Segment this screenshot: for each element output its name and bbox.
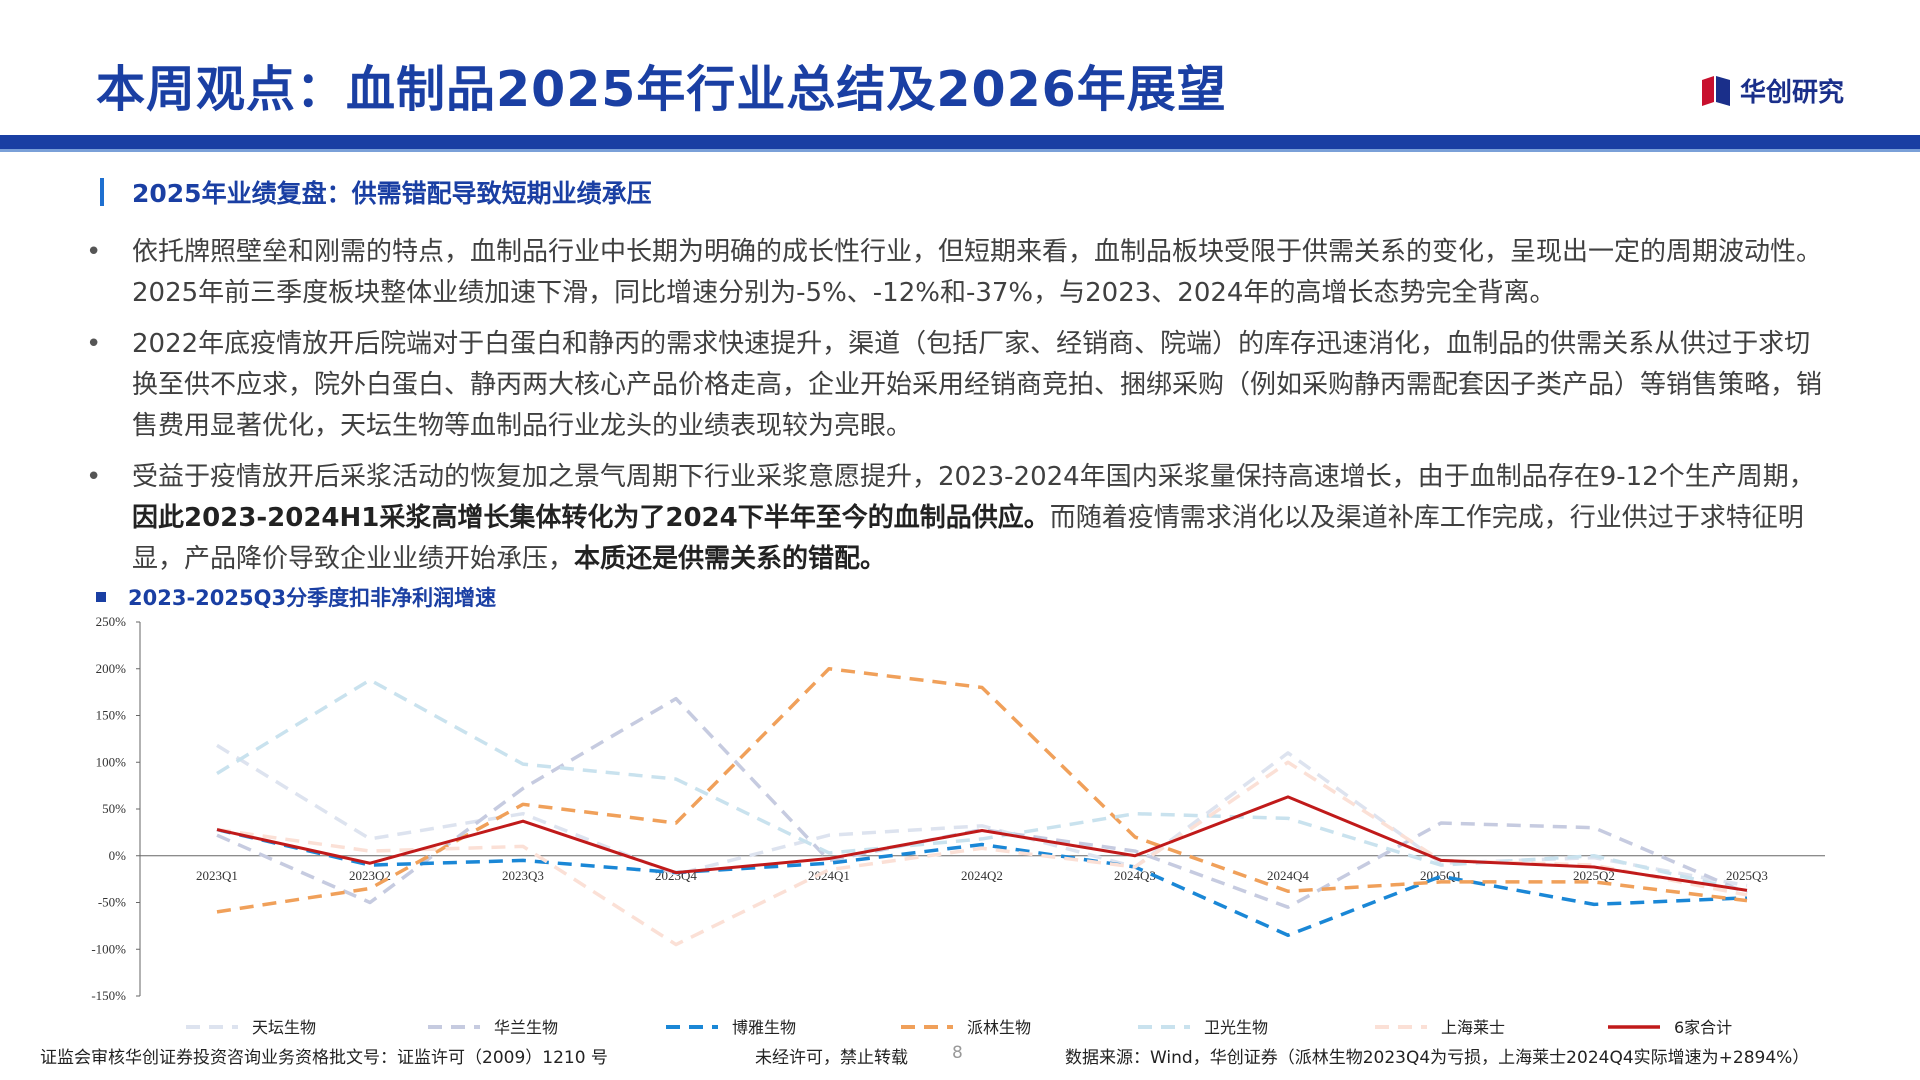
brand-logo-text: 华创研究 — [1740, 78, 1845, 108]
legend-label-5: 卫光生物 — [1204, 1018, 1268, 1037]
section-heading: 2025年业绩复盘：供需错配导致短期业绩承压 — [100, 174, 652, 210]
x-tick-label: 2025Q3 — [1726, 868, 1768, 883]
x-tick-label: 2023Q3 — [502, 868, 544, 883]
chart-heading: 2023-2025Q3分季度扣非净利润增速 — [96, 582, 496, 612]
x-tick-label: 2023Q2 — [349, 868, 391, 883]
series-line-3 — [216, 827, 1748, 937]
bullet-item-1: 依托牌照壁垒和刚需的特点，血制品行业中长期为明确的成长性行业，但短期来看，血制品… — [80, 232, 1836, 314]
y-tick-label: -150% — [91, 988, 126, 1003]
x-tick-label: 2024Q3 — [1114, 868, 1156, 883]
bullet-item-3: 受益于疫情放开后采浆活动的恢复加之景气周期下行业采浆意愿提升，2023-2024… — [80, 457, 1836, 580]
bullet-list: 依托牌照壁垒和刚需的特点，血制品行业中长期为明确的成长性行业，但短期来看，血制品… — [80, 232, 1836, 590]
y-tick-label: 100% — [96, 754, 127, 769]
header-divider-thin — [0, 149, 1920, 152]
series-line-6 — [216, 760, 1748, 947]
header-divider — [0, 135, 1920, 149]
legend-label-1: 天坛生物 — [252, 1018, 316, 1037]
x-tick-label: 2023Q1 — [196, 868, 238, 883]
chart-title: 2023-2025Q3分季度扣非净利润增速 — [128, 586, 497, 610]
x-tick-label: 2024Q2 — [961, 868, 1003, 883]
section-marker — [100, 178, 104, 206]
legend-label-7: 6家合计 — [1674, 1018, 1732, 1037]
section-title: 2025年业绩复盘：供需错配导致短期业绩承压 — [132, 179, 652, 208]
brand-logo-icon — [1700, 75, 1732, 106]
footer-license: 证监会审核华创证券投资咨询业务资格批文号：证监许可（2009）1210 号 — [40, 1048, 608, 1068]
footer-source: 数据来源：Wind，华创证券（派林生物2023Q4为亏损，上海莱士2024Q4实… — [1065, 1048, 1810, 1068]
series-line-7 — [216, 795, 1748, 892]
line-chart: 250% 200% 150% 100% 50% 0% -50% -100% -150% 2023Q… — [91, 614, 1825, 1037]
series-line-5 — [216, 678, 1748, 893]
bullet-3-text-a: 受益于疫情放开后采浆活动的恢复加之景气周期下行业采浆意愿提升，2023-2024… — [132, 462, 1815, 492]
x-tick-label: 2024Q4 — [1267, 868, 1309, 883]
y-tick-label: -100% — [91, 941, 126, 956]
bullet-3-bold-a: 因此2023-2024H1采浆高增长集体转化为了2024下半年至今的血制品供应。 — [132, 503, 1050, 533]
bullet-3-bold-b: 本质还是供需关系的错配。 — [574, 544, 887, 574]
x-tick-label: 2025Q2 — [1573, 868, 1615, 883]
legend-label-2: 华兰生物 — [494, 1018, 558, 1037]
brand-logo: 华创研究 — [1700, 72, 1844, 109]
y-tick-label: 50% — [102, 801, 126, 816]
bullet-item-2: 2022年底疫情放开后院端对于白蛋白和静丙的需求快速提升，渠道（包括厂家、经销商… — [80, 324, 1836, 447]
page-title: 本周观点：血制品2025年行业总结及2026年展望 — [96, 61, 1227, 118]
page-number: 8 — [952, 1043, 963, 1063]
y-tick-label: 250% — [96, 614, 127, 629]
chart-heading-marker — [96, 592, 106, 602]
legend-label-4: 派林生物 — [967, 1018, 1031, 1037]
series-line-2 — [216, 696, 1748, 909]
y-tick-label: -50% — [98, 895, 126, 910]
series-line-4 — [216, 667, 1748, 914]
y-tick-label: 0% — [109, 848, 127, 863]
y-tick-label: 200% — [96, 661, 127, 676]
x-tick-label: 2024Q1 — [808, 868, 850, 883]
series-line-1 — [216, 743, 1748, 888]
footer-copyright: 未经许可，禁止转载 — [755, 1048, 908, 1068]
bullet-3-text-b: 而随着疫情需求消化以及渠道补库工作完成，行业供过于求特征明显，产品降价导致企业业… — [132, 503, 1804, 574]
y-tick-label: 150% — [96, 708, 127, 723]
legend-label-6: 上海莱士 — [1441, 1018, 1505, 1037]
legend-label-3: 博雅生物 — [732, 1018, 796, 1037]
